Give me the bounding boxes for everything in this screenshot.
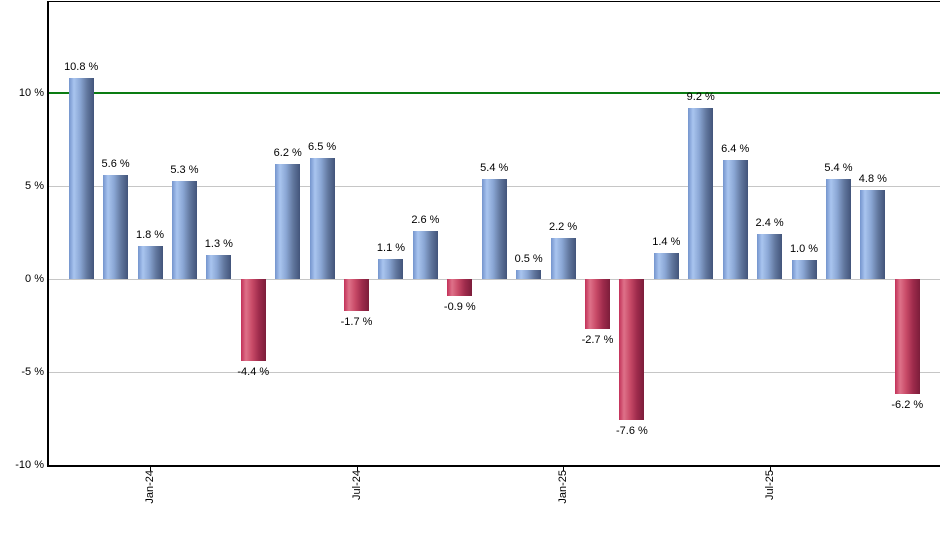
bar-Jun-24 [309, 158, 335, 280]
bar-Aug-25 [791, 260, 817, 280]
bar-Apr-25 [653, 253, 679, 280]
bar-Nov-25 [894, 279, 920, 395]
bar-value-label: 5.3 % [170, 163, 199, 176]
bar-Feb-25 [585, 279, 610, 330]
bar-value-label: 2.4 % [755, 217, 784, 230]
bar-Jun-25 [722, 160, 748, 280]
bar-Sep-24 [412, 230, 438, 280]
bar-value-label: 1.4 % [652, 236, 681, 249]
bar-value-label: -0.9 % [443, 300, 476, 313]
bar-Oct-24 [447, 279, 473, 296]
bar-value-label: 2.6 % [411, 213, 440, 226]
bar-value-label: -4.4 % [237, 365, 270, 378]
bar-value-label: 1.8 % [135, 228, 165, 241]
bar-Feb-24 [171, 180, 197, 280]
bar-value-label: 9.2 % [686, 90, 715, 103]
bar-Jan-24 [137, 245, 163, 280]
y-tick-label-0pct: 0 % [25, 273, 44, 286]
bar-May-24 [275, 163, 301, 280]
bar-value-label: 6.2 % [273, 146, 302, 159]
bar-value-label: 5.4 % [480, 161, 509, 174]
bar-value-label: -7.6 % [616, 425, 648, 438]
bar-value-label: 6.4 % [721, 143, 750, 156]
bar-value-label: -6.2 % [891, 399, 924, 412]
y-tick-label-5pct: 5 % [25, 180, 44, 193]
bar-value-label: -2.7 % [581, 334, 614, 347]
bar-Jul-24 [344, 279, 370, 311]
x-tick-mark [150, 465, 152, 471]
bar-value-label: 4.8 % [858, 172, 887, 185]
bar-Apr-24 [240, 279, 266, 361]
bar-value-label: -1.7 % [340, 315, 373, 328]
bar-value-label: 6.5 % [308, 141, 337, 154]
x-tick-mark [356, 465, 358, 471]
bar-Mar-25 [619, 279, 645, 421]
bar-value-label: 5.6 % [101, 157, 130, 170]
bar-value-label: 5.4 % [824, 161, 853, 174]
bar-value-label: 2.2 % [549, 221, 578, 234]
reference-line-10pct [49, 92, 940, 95]
bar-Mar-24 [206, 254, 232, 280]
x-tick-label-Jul-25: Jul-25 [763, 470, 776, 500]
x-tick-label-Jan-25: Jan-25 [557, 470, 570, 504]
bar-value-label: 0.5 % [514, 252, 543, 265]
x-tick-mark [563, 465, 565, 471]
bar-value-label: 10.8 % [64, 61, 99, 74]
bar-Jan-25 [550, 238, 576, 280]
y-tick-label-10pct: 10 % [18, 87, 44, 100]
bar-Nov-23 [68, 78, 94, 280]
gridline-0pct [49, 278, 940, 280]
bar-Dec-23 [103, 174, 129, 280]
bar-value-label: 1.3 % [204, 237, 233, 250]
bar-Aug-24 [378, 258, 404, 280]
y-tick-label--10pct: -10 % [15, 459, 44, 471]
plot-area: 10.8 % 5.6 % 1.8 % 5.3 % 1.3 % -4.4 % 6.2 % 6.5… [47, 1, 940, 467]
bar-Dec-24 [516, 269, 542, 280]
x-tick-mark [769, 465, 771, 471]
x-tick-label-Jan-24: Jan-24 [144, 470, 157, 504]
bar-May-25 [688, 107, 714, 280]
bar-value-label: 1.0 % [789, 243, 819, 256]
bar-Jul-25 [757, 234, 783, 280]
bar-Nov-24 [481, 178, 507, 280]
bar-Sep-25 [825, 178, 851, 280]
bar-value-label: 1.1 % [376, 241, 406, 254]
y-tick-label--5pct: -5 % [21, 366, 44, 379]
bar-Oct-25 [860, 189, 886, 280]
gridline--5pct [49, 371, 940, 373]
x-tick-label-Jul-24: Jul-24 [350, 470, 363, 500]
